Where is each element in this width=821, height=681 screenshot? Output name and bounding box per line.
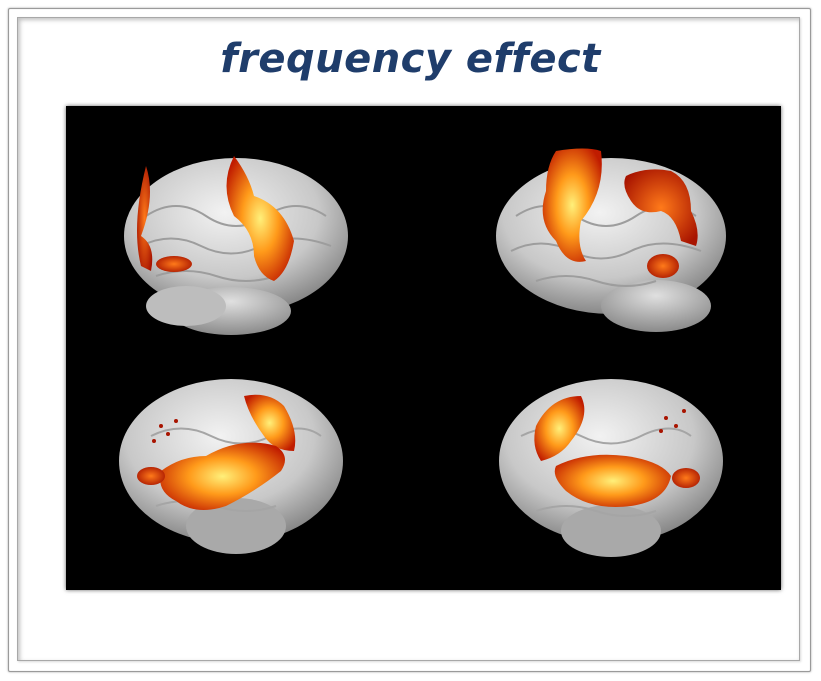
brain-view-bottom-right — [499, 379, 723, 557]
brain-view-top-right — [496, 148, 726, 332]
slide-title: frequency effect — [220, 36, 601, 82]
brain-view-top-left — [124, 156, 348, 335]
brain-render-svg — [119, 148, 726, 557]
brain-view-bottom-left — [119, 379, 343, 554]
brain-activation-figure — [66, 106, 781, 590]
